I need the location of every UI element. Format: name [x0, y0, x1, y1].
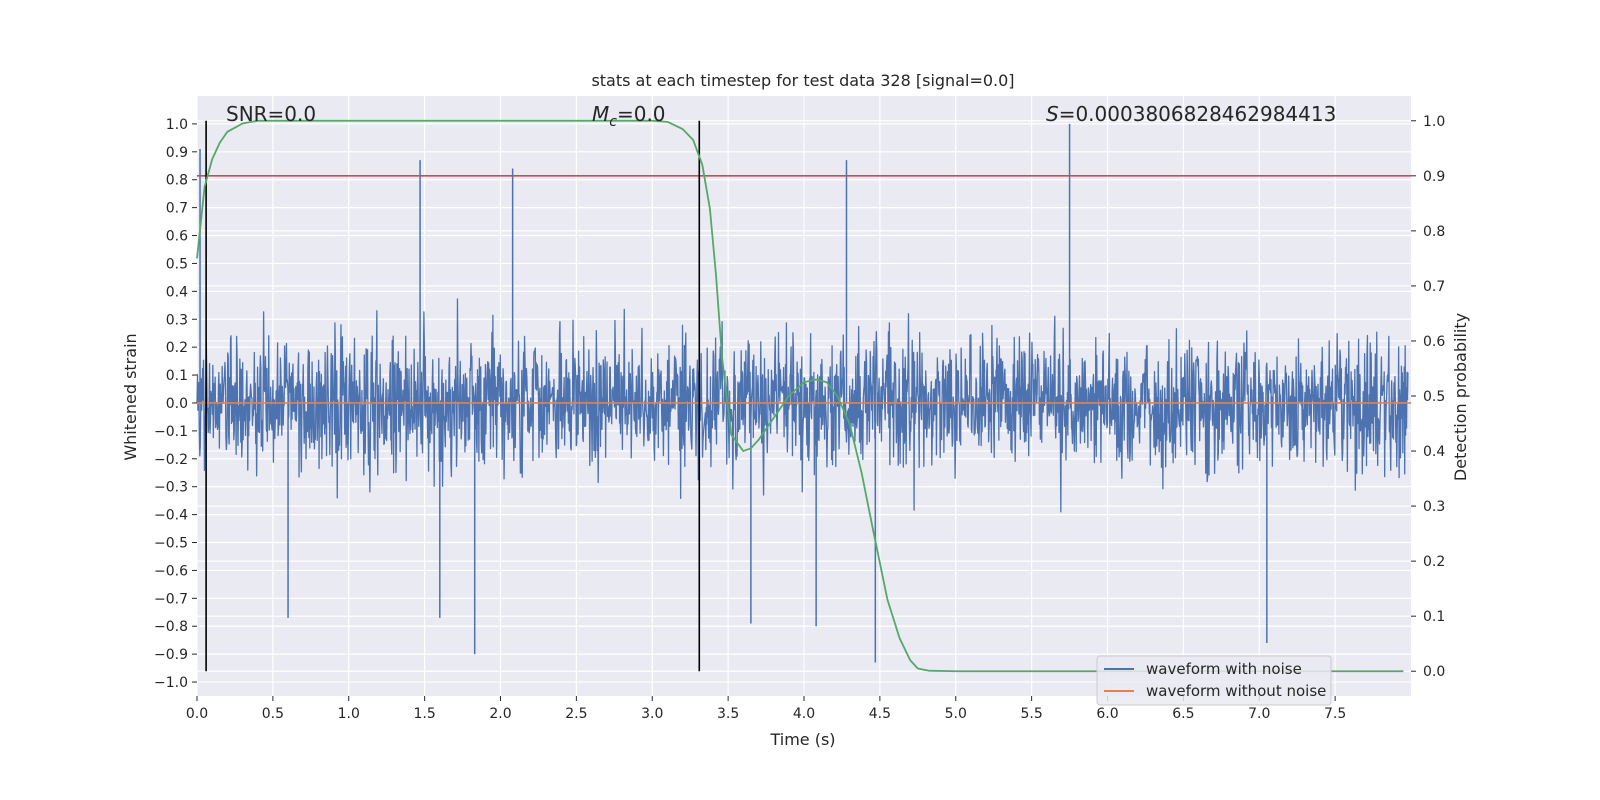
x-tick-label: 6.5	[1172, 706, 1194, 722]
y2-tick-label: 0.3	[1423, 499, 1445, 515]
y-tick-label: −0.5	[154, 536, 188, 552]
s-annotation: S=0.0003806828462984413	[1046, 102, 1336, 126]
y-tick-label: 0.7	[166, 201, 188, 217]
y2-axis-label: Detection probability	[1451, 313, 1470, 481]
y-tick-label: 0.6	[166, 229, 188, 245]
y2-tick-labels: 1.0 0.9 0.8 0.7 0.6 0.5 0.4 0.3 0.2 0.1 0.0	[1411, 114, 1445, 680]
legend-label-clean: waveform without noise	[1146, 682, 1326, 700]
x-tick-label: 6.0	[1096, 706, 1118, 722]
y-tick-label: 0.2	[166, 340, 188, 356]
x-tick-label: 4.5	[869, 706, 891, 722]
y-tick-label: 0.3	[166, 312, 188, 328]
y-tick-label: 0.4	[166, 284, 188, 300]
mc-base: M	[592, 102, 609, 126]
x-tick-label: 1.0	[338, 706, 360, 722]
y-tick-label: −0.9	[154, 647, 188, 663]
y-tick-label: 1.0	[166, 117, 188, 133]
y-tick-label: 0.5	[166, 256, 188, 272]
noise-trace	[196, 298, 1409, 513]
y-tick-label: −0.8	[154, 619, 188, 635]
y2-tick-label: 1.0	[1423, 114, 1445, 130]
y2-tick-label: 0.2	[1423, 554, 1445, 570]
mc-sub: c	[609, 114, 617, 130]
y2-tick-label: 0.4	[1423, 444, 1445, 460]
x-tick-label: 5.0	[945, 706, 967, 722]
y2-tick-label: 0.0	[1423, 664, 1445, 680]
y2-tick-label: 0.1	[1423, 609, 1445, 625]
s-rest: =0.0003806828462984413	[1059, 102, 1337, 126]
y-tick-label: −0.2	[154, 452, 188, 468]
y-tick-label: −0.7	[154, 591, 188, 607]
x-tick-label: 2.0	[489, 706, 511, 722]
x-tick-label: 0.5	[262, 706, 284, 722]
legend: waveform with noise waveform without noi…	[1096, 655, 1332, 706]
x-tick-label: 3.5	[717, 706, 739, 722]
detection-probability-series	[196, 119, 1404, 673]
x-tick-label: 1.5	[413, 706, 435, 722]
y-tick-label: −1.0	[154, 675, 188, 691]
reference-lines	[197, 120, 1411, 672]
chart-title: stats at each timestep for test data 328…	[591, 71, 1014, 90]
probability-trace	[196, 119, 1404, 673]
y-tick-label: −0.4	[154, 508, 188, 524]
legend-box	[1096, 655, 1332, 706]
mc-rest: =0.0	[617, 102, 666, 126]
y-tick-label: −0.6	[154, 563, 188, 579]
mc-annotation: Mc=0.0	[592, 102, 666, 130]
x-tick-labels: 0.0 0.5 1.0 1.5 2.0 2.5 3.0 3.5 4.0 4.5 5.0 5.5 6.0 6…	[186, 696, 1346, 722]
y-axis-label: Whitened strain	[121, 333, 140, 460]
y2-tick-label: 0.9	[1423, 169, 1445, 185]
y-tick-label: 0.1	[166, 368, 188, 384]
x-tick-label: 0.0	[186, 706, 208, 722]
snr-annotation: SNR=0.0	[226, 102, 316, 126]
y-tick-label: −0.3	[154, 480, 188, 496]
waveform-with-noise-series	[196, 123, 1409, 663]
y-tick-label: −0.1	[154, 424, 188, 440]
y-tick-label: 0.0	[166, 396, 188, 412]
y-tick-label: 0.9	[166, 145, 188, 161]
x-tick-label: 3.0	[641, 706, 663, 722]
s-symbol: S	[1046, 102, 1059, 126]
x-tick-label: 4.0	[793, 706, 815, 722]
x-tick-label: 7.0	[1248, 706, 1270, 722]
y-tick-labels: 1.0 0.9 0.8 0.7 0.6 0.5 0.4 0.3 0.2 0.1 0.0 −0.1 −0.…	[154, 117, 197, 691]
y-tick-label: 0.8	[166, 173, 188, 189]
x-tick-label: 7.5	[1324, 706, 1346, 722]
y2-tick-label: 0.7	[1423, 279, 1445, 295]
x-tick-label: 2.5	[565, 706, 587, 722]
x-tick-label: 5.5	[1020, 706, 1042, 722]
x-axis-label: Time (s)	[769, 730, 835, 749]
legend-label-noise: waveform with noise	[1146, 660, 1302, 678]
y2-tick-label: 0.6	[1423, 334, 1445, 350]
y2-tick-label: 0.5	[1423, 389, 1445, 405]
y2-tick-label: 0.8	[1423, 224, 1445, 240]
